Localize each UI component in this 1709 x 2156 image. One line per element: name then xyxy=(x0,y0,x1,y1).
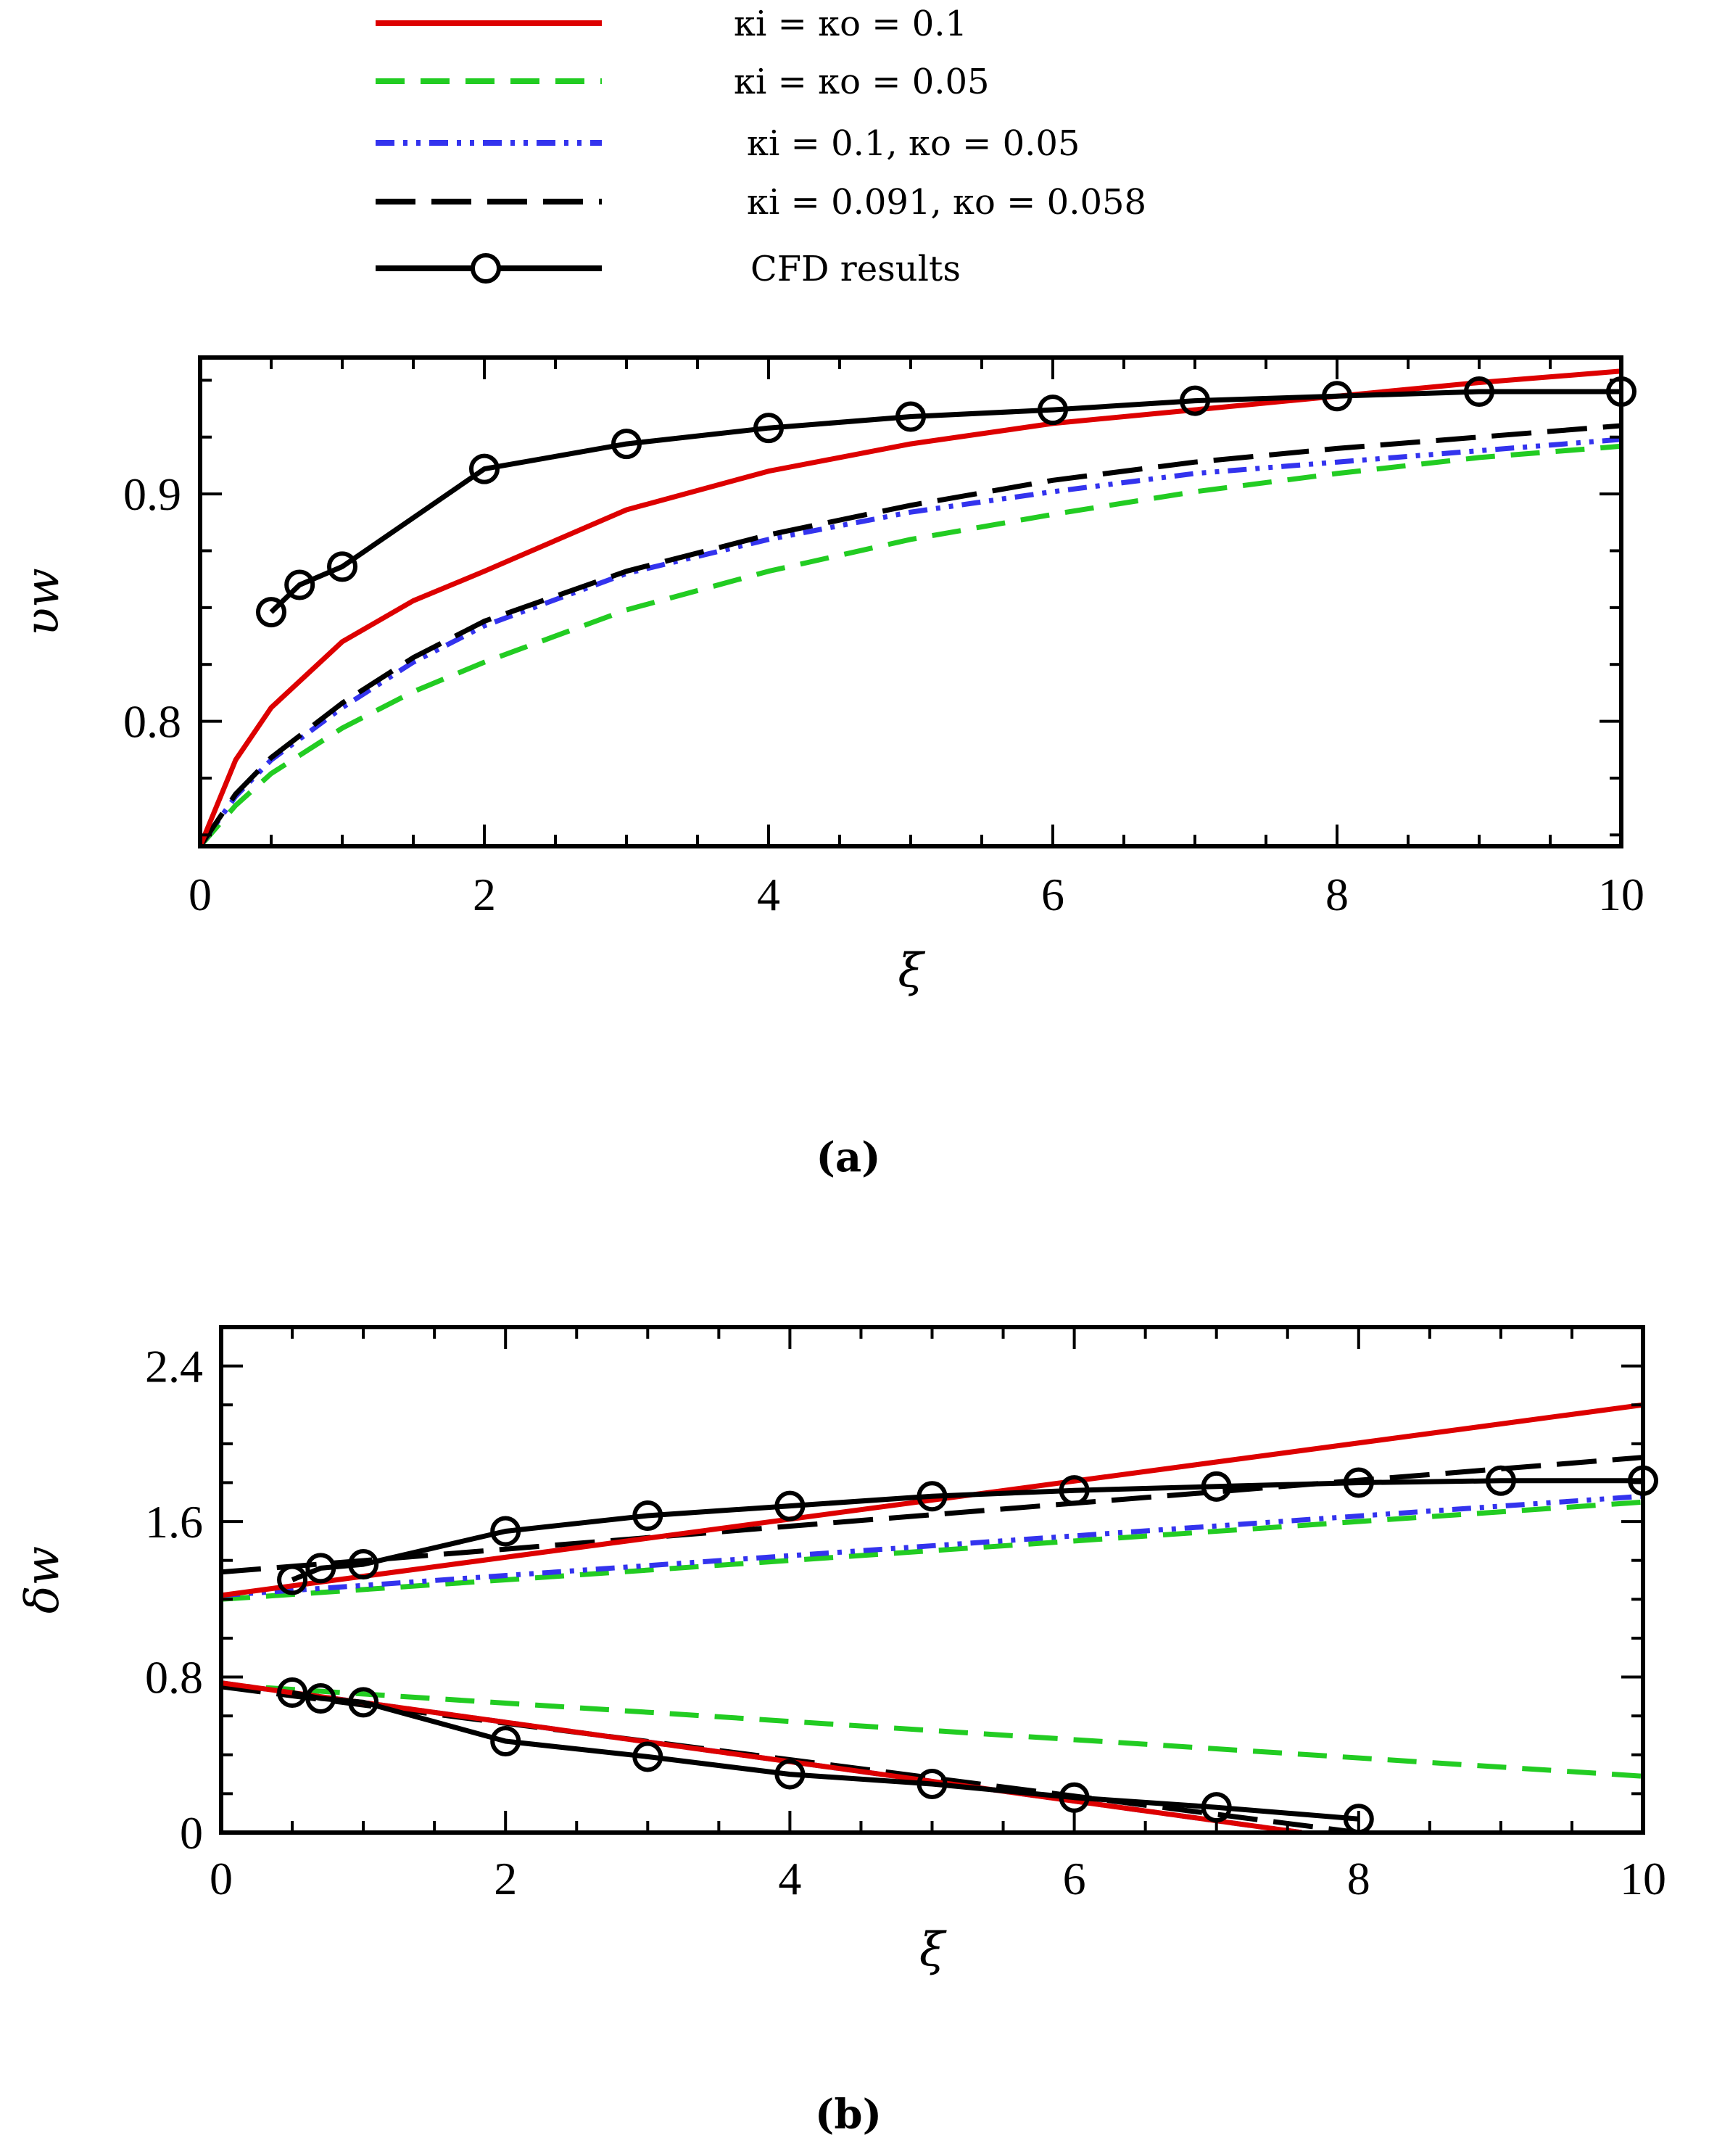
x-axis-label-a: ξ xyxy=(898,944,925,998)
series-line-cfd xyxy=(291,1690,1360,1822)
cfd-marker xyxy=(774,1759,806,1790)
x-tick-label: 6 xyxy=(1041,869,1064,920)
cfd-marker xyxy=(1201,1792,1232,1823)
series-line-cfd xyxy=(291,1478,1643,1582)
cfd-marker xyxy=(1059,1475,1090,1506)
legend-label: κi = κo = 0.05 xyxy=(734,62,990,102)
series-line-k005 xyxy=(200,443,1621,846)
cfd-marker xyxy=(305,1683,336,1714)
cfd-marker xyxy=(1485,1465,1516,1496)
cfd-marker xyxy=(469,453,500,484)
cfd-marker xyxy=(632,1741,663,1772)
cfd-marker xyxy=(1464,376,1494,408)
legend-item-k0091_0058: κi = 0.091, κo = 0.058 xyxy=(376,182,1146,223)
series-line-cfd xyxy=(269,389,1621,614)
x-tick-label: 10 xyxy=(1620,1853,1666,1904)
y-axis-label-b: δw xyxy=(16,1546,70,1614)
cfd-marker xyxy=(327,551,357,582)
x-tick-label: 8 xyxy=(1325,869,1349,920)
y-tick-label: 1.6 xyxy=(145,1496,203,1548)
x-tick-label: 2 xyxy=(473,869,496,920)
cfd-marker xyxy=(916,1768,948,1799)
y-tick-label: 0.8 xyxy=(123,696,181,748)
cfd-marker xyxy=(348,1549,379,1580)
x-tick-label: 0 xyxy=(210,1853,233,1904)
cfd-marker xyxy=(348,1687,379,1718)
x-tick-label: 4 xyxy=(757,869,780,920)
legend-item-k005: κi = κo = 0.05 xyxy=(376,62,990,102)
series-line-k005 xyxy=(221,1499,1643,1602)
plot-frame-b xyxy=(219,1325,1645,1835)
cfd-marker xyxy=(1322,381,1352,412)
series-line-k01 xyxy=(221,1402,1643,1598)
legend-item-k01: κi = κo = 0.1 xyxy=(376,4,967,44)
cfd-marker xyxy=(1059,1782,1090,1813)
x-tick-label: 0 xyxy=(189,869,212,920)
legend-item-k01_005: κi = 0.1, κo = 0.05 xyxy=(376,123,1080,164)
y-tick-label: 0.9 xyxy=(123,468,181,520)
panel-label-a: (a) xyxy=(816,1133,880,1181)
chart-panel-b: 0 2 4 6 8 10 0 0.8 1.6 2.4 ξ δw (b) xyxy=(16,1325,1666,2139)
x-tick-label: 8 xyxy=(1347,1853,1370,1904)
x-tick-label: 2 xyxy=(494,1853,517,1904)
series-line-k01_005 xyxy=(221,1493,1643,1598)
cfd-marker xyxy=(1038,395,1068,426)
legend-label: κi = 0.1, κo = 0.05 xyxy=(747,123,1080,164)
cfd-marker xyxy=(1343,1467,1374,1498)
cfd-marker xyxy=(753,413,784,444)
cfd-marker xyxy=(490,1516,521,1547)
cfd-marker xyxy=(1201,1471,1232,1502)
cfd-marker xyxy=(256,597,286,628)
cfd-marker xyxy=(284,569,315,600)
cfd-marker xyxy=(774,1490,806,1521)
legend-label: κi = κo = 0.1 xyxy=(734,4,967,44)
x-axis-label-b: ξ xyxy=(919,1923,947,1977)
legend: κi = κo = 0.1 κi = κo = 0.05 κi = 0.1, κo … xyxy=(376,4,1146,289)
series-line-k0091_0058 xyxy=(221,1455,1643,1575)
cfd-marker xyxy=(305,1553,336,1584)
series-line-k01_005 xyxy=(200,437,1621,846)
legend-label: κi = 0.091, κo = 0.058 xyxy=(747,182,1146,223)
cfd-marker xyxy=(632,1500,663,1532)
y-tick-label: 0.8 xyxy=(145,1652,203,1703)
series-line-k0091_0058 xyxy=(200,423,1621,846)
cfd-marker xyxy=(277,1677,308,1708)
cfd-marker xyxy=(1180,385,1210,416)
panel-label-b: (b) xyxy=(815,2091,882,2139)
cfd-marker xyxy=(895,401,926,432)
y-tick-label: 0 xyxy=(180,1807,203,1859)
cfd-marker xyxy=(490,1726,521,1757)
series-line-k005 xyxy=(221,1682,1643,1779)
x-tick-label: 4 xyxy=(778,1853,801,1904)
cfd-marker xyxy=(611,429,642,460)
y-tick-label: 2.4 xyxy=(145,1341,203,1392)
legend-marker xyxy=(471,253,501,284)
legend-label: CFD results xyxy=(750,249,961,289)
chart-panel-a: 0 2 4 6 8 10 0.8 0.9 ξ υw (a) xyxy=(16,355,1644,1181)
x-tick-label: 10 xyxy=(1598,869,1644,920)
legend-item-cfd: CFD results xyxy=(376,249,961,289)
y-axis-label-a: υw xyxy=(16,568,70,636)
cfd-marker xyxy=(277,1564,308,1595)
series-line-k01 xyxy=(221,1680,1302,1833)
x-tick-label: 6 xyxy=(1063,1853,1086,1904)
cfd-marker xyxy=(916,1481,948,1512)
